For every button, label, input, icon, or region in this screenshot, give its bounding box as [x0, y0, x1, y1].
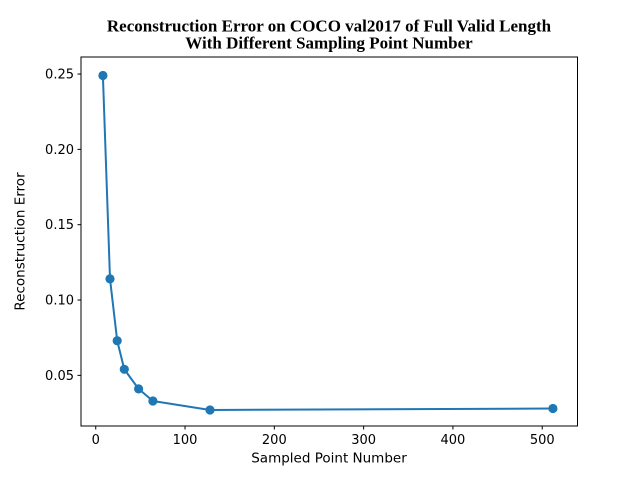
data-point-marker: [98, 70, 108, 81]
data-point-marker: [105, 274, 115, 284]
x-tick-label: 100: [173, 433, 198, 448]
y-tick-label: 0.15: [45, 218, 74, 233]
chart-title-line2: With Different Sampling Point Number: [185, 34, 473, 53]
data-point-marker: [134, 384, 144, 394]
data-line: [101, 74, 554, 411]
data-point-marker: [205, 405, 215, 415]
data-point-marker: [548, 403, 558, 414]
y-tick-label: 0.10: [45, 294, 74, 309]
y-tick-label: 0.05: [45, 369, 74, 384]
x-tick-label: 500: [530, 433, 555, 448]
plot-frame: [80, 56, 578, 427]
x-tick-label: 200: [262, 433, 287, 448]
data-point-marker: [148, 396, 158, 406]
x-tick-label: 300: [351, 433, 376, 448]
chart-title-line1: Reconstruction Error on COCO val2017 of …: [107, 17, 552, 36]
plot-area: 0 100 200 300 400 500 0.05 0.10 0.15 0.20 0.25: [45, 56, 578, 448]
x-tick-label: 400: [441, 433, 466, 448]
x-axis-label: Sampled Point Number: [251, 451, 407, 467]
data-point-marker: [112, 336, 122, 346]
y-tick-label: 0.25: [45, 68, 74, 83]
x-tick-label: 0: [92, 433, 100, 448]
y-tick-label: 0.20: [45, 143, 74, 158]
y-axis-label: Reconstruction Error: [13, 172, 29, 311]
data-point-marker: [119, 364, 129, 374]
